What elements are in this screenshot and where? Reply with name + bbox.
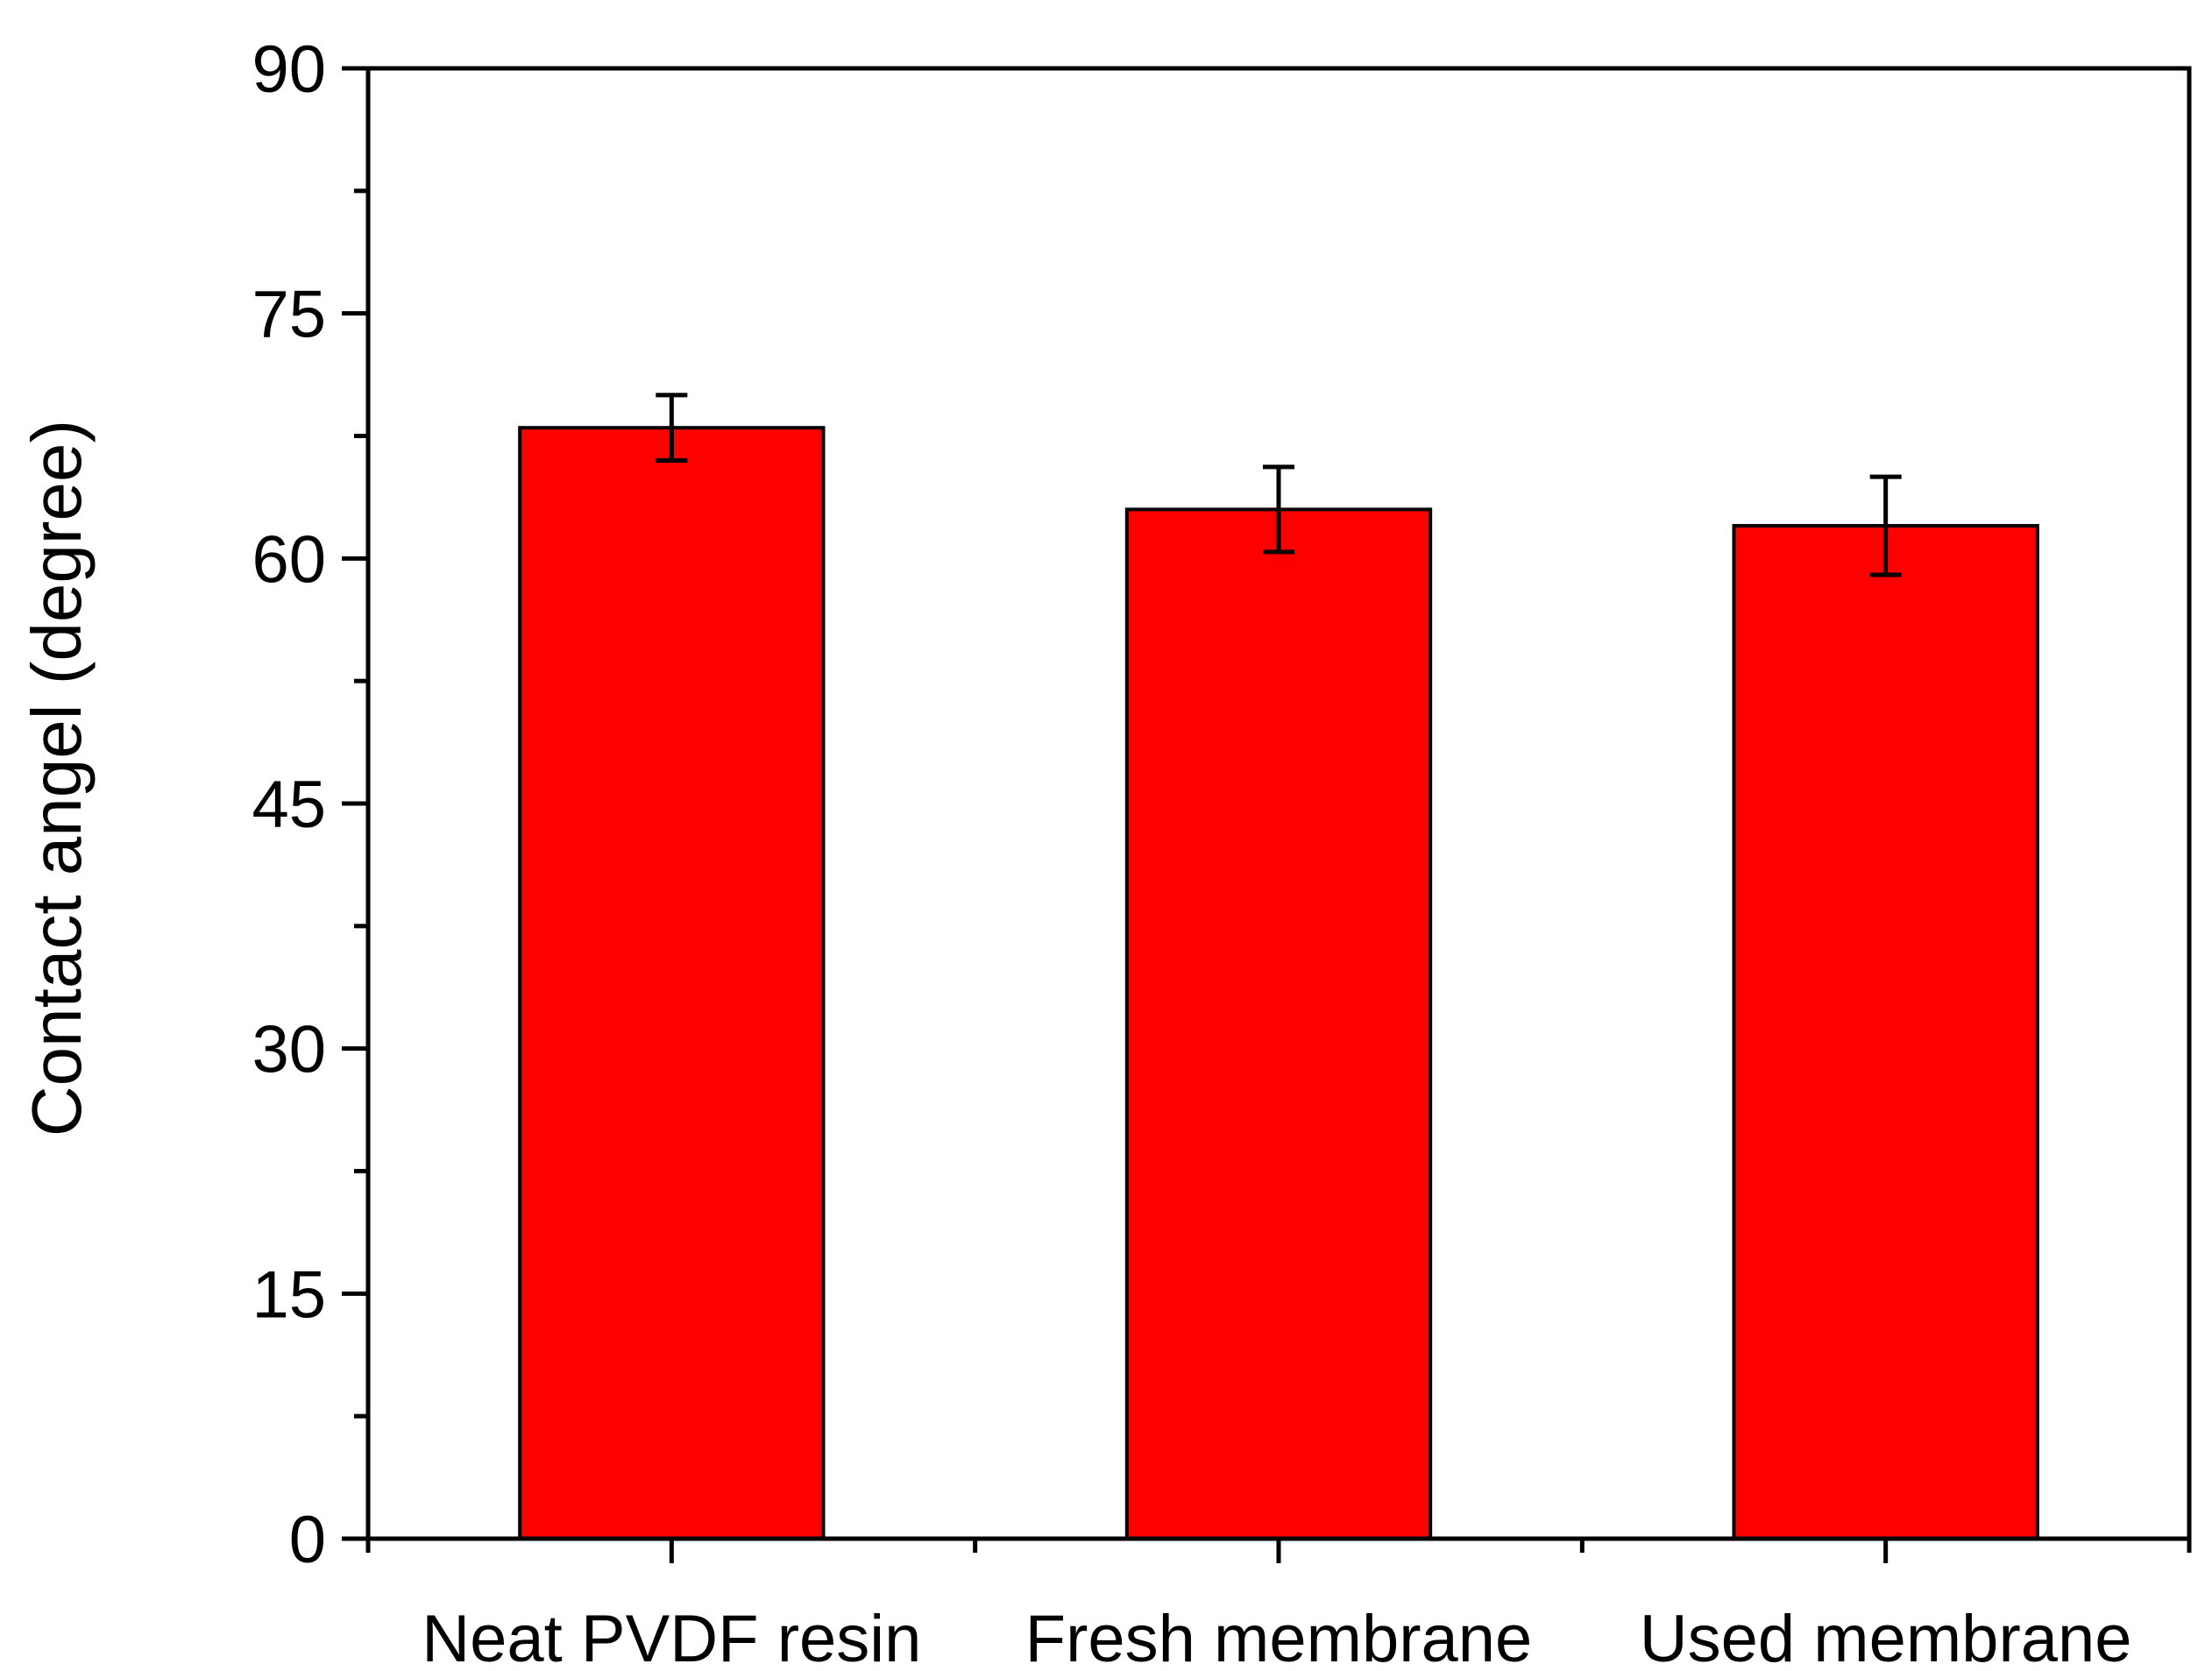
- y-tick-label: 15: [252, 1257, 326, 1332]
- bar: [1124, 507, 1433, 1540]
- y-tick-label: 75: [252, 278, 326, 352]
- y-tick-label: 90: [252, 32, 326, 107]
- bar: [518, 426, 826, 1541]
- y-axis-title: Contact angel (degree): [18, 420, 96, 1136]
- x-tick-label: Used membrane: [1640, 1602, 2132, 1667]
- x-tick-label: Fresh membrane: [1025, 1602, 1533, 1667]
- x-axis-ticks: Neat PVDF resin Fresh membrane Used membra…: [365, 1539, 2192, 1671]
- bar: [1732, 524, 2039, 1540]
- x-tick-label: Neat PVDF resin: [422, 1602, 921, 1667]
- y-tick-label: 0: [289, 1503, 326, 1577]
- y-tick-label: 30: [252, 1013, 326, 1087]
- y-axis-ticks: 0 15 30 45 60 75 90: [252, 32, 368, 1577]
- y-tick-label: 45: [252, 768, 326, 842]
- y-tick-label: 60: [252, 522, 326, 597]
- bars-layer: [518, 426, 2039, 1541]
- error-bars-layer: [656, 393, 1902, 577]
